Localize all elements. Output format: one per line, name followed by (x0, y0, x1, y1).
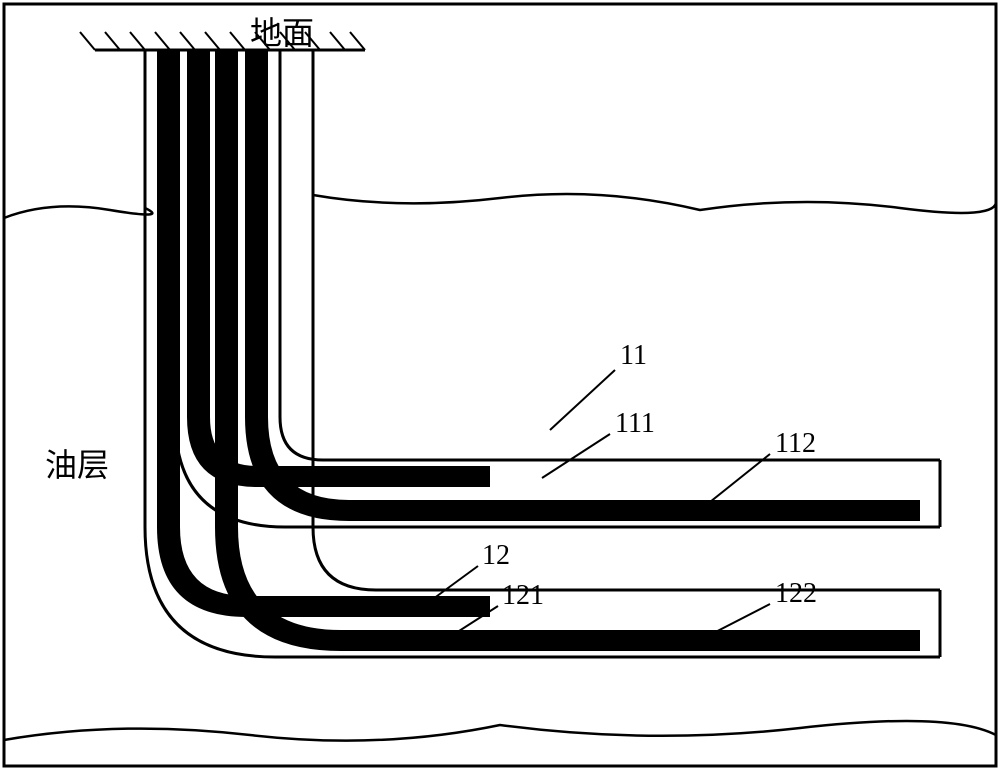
annotation-11: 11 (620, 340, 647, 372)
ground-label: 地面 (250, 8, 314, 54)
upper-outer-left-wall (175, 50, 940, 527)
oil-layer-label: 油层 (45, 440, 109, 486)
annotation-12: 12 (482, 540, 510, 572)
annotation-122: 122 (775, 578, 817, 610)
leader-11 (550, 370, 615, 430)
upper-strata-line-left (4, 206, 152, 218)
lower-strata-line (4, 721, 996, 741)
annotation-112: 112 (775, 428, 816, 460)
upper-strata-line-right (313, 194, 996, 213)
ground-hatching (80, 32, 365, 50)
upper-outer-right-wall (280, 50, 940, 460)
leader-111 (542, 434, 610, 478)
annotation-111: 111 (615, 408, 655, 440)
diagram-container: 地面 油层 11 111 112 12 121 122 (0, 0, 1000, 770)
pipe-112 (245, 50, 920, 521)
annotation-121: 121 (502, 580, 544, 612)
border-rect (4, 4, 996, 766)
diagram-svg (0, 0, 1000, 770)
